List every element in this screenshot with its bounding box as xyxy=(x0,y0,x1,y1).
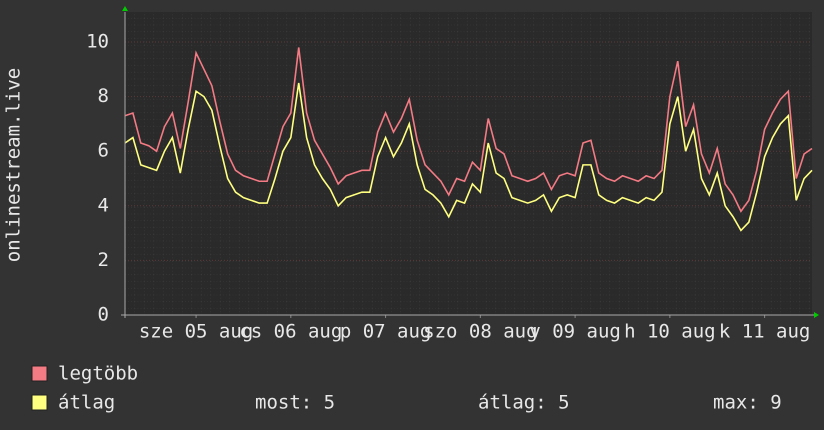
x-tick-label: h 10 aug xyxy=(624,321,716,343)
x-tick-label: p 07 aug xyxy=(340,321,432,343)
series-line xyxy=(124,47,813,213)
x-tick-label: v 09 aug xyxy=(529,321,621,343)
y-axis-label: onlinestream.live xyxy=(3,68,25,262)
y-tick-label: 4 xyxy=(98,194,109,216)
y-tick-label: 2 xyxy=(98,249,109,271)
stat-label: max: 9 xyxy=(713,392,782,414)
x-tick-label: cs 06 aug xyxy=(239,321,342,343)
stat-label: átlag: 5 xyxy=(478,392,570,414)
y-tick-label: 6 xyxy=(98,140,109,162)
y-arrow xyxy=(122,6,128,11)
y-tick-label: 0 xyxy=(98,304,109,326)
y-tick-label: 8 xyxy=(98,85,109,107)
plot-area xyxy=(125,12,812,315)
legend-swatch xyxy=(31,394,48,411)
x-tick-label: szo 08 aug xyxy=(423,321,537,343)
legend-swatch xyxy=(31,365,48,382)
series-line xyxy=(124,82,813,232)
y-tick-label: 10 xyxy=(86,31,109,53)
x-tick-label: sze 05 aug xyxy=(139,321,253,343)
legend-label: legtöbb xyxy=(58,363,138,385)
x-arrow xyxy=(814,312,819,318)
stat-label: most: 5 xyxy=(255,392,335,414)
x-tick-label: k 11 aug xyxy=(719,321,811,343)
legend-label: átlag xyxy=(58,392,115,414)
